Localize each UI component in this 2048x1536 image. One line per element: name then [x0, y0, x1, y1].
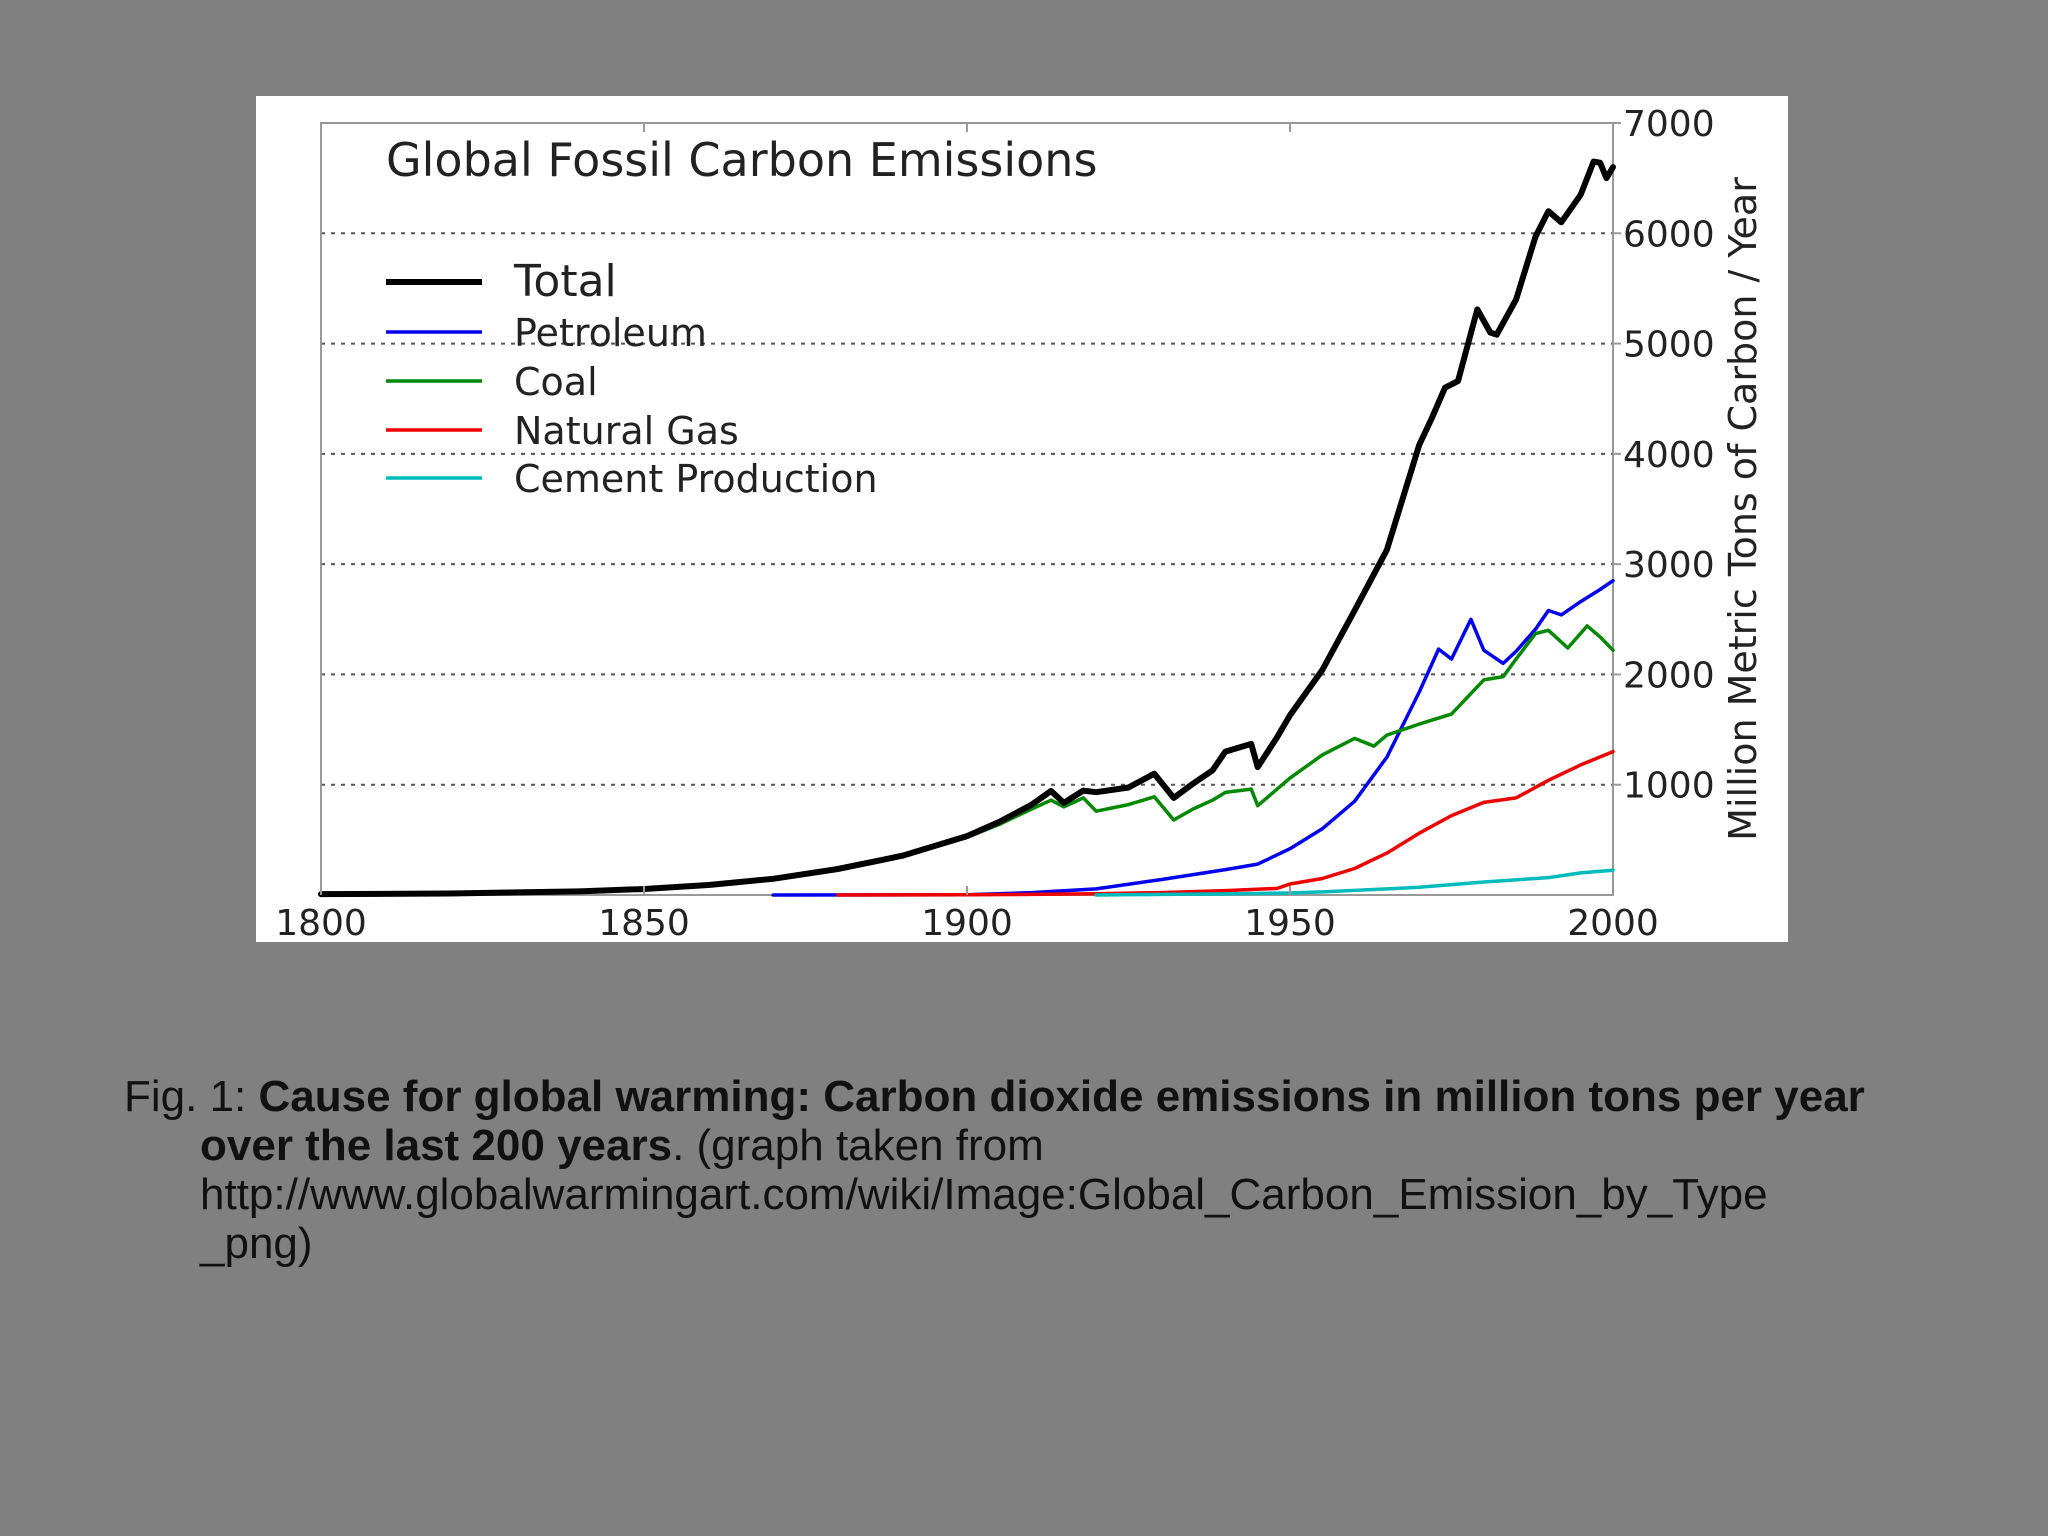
series-line-natural-gas [836, 749, 1615, 897]
y-tick-label: 7000 [1623, 104, 1715, 145]
y-tick-label: 5000 [1623, 325, 1715, 366]
x-tick-label: 1850 [598, 903, 690, 942]
x-tick-label: 1900 [921, 903, 1013, 942]
series-line-petroleum [771, 578, 1615, 897]
caption-source-url-line-1: http://www.globalwarmingart.com/wiki/Ima… [200, 1170, 1768, 1219]
y-tick-label: 1000 [1623, 766, 1715, 807]
y-axis-label: Million Metric Tons of Carbon / Year [1721, 177, 1765, 841]
caption-bold-line-1: Cause for global warming: Carbon dioxide… [258, 1072, 1865, 1121]
emissions-chart: 1000 2000 3000 4000 5000 6000 7000 1800 1850 1900… [275, 104, 1765, 942]
legend-label-coal: Coal [514, 360, 598, 404]
legend-label-natural-gas: Natural Gas [514, 409, 739, 453]
y-tick-label: 3000 [1623, 545, 1715, 586]
tick-layer: 1000 2000 3000 4000 5000 6000 7000 1800 1850 1900… [275, 104, 1714, 942]
caption-line-2: over the last 200 years. (graph taken fr… [124, 1121, 1924, 1170]
y-tick-label: 4000 [1623, 435, 1715, 476]
x-tick-label: 1950 [1244, 903, 1336, 942]
series-layer [318, 158, 1616, 898]
series-line-coal [319, 624, 1615, 896]
series-line-cement-production [1094, 868, 1615, 897]
legend-label-petroleum: Petroleum [514, 311, 707, 355]
chart-panel: 1000 2000 3000 4000 5000 6000 7000 1800 1850 1900… [256, 96, 1788, 942]
caption-source-intro: . (graph taken from [672, 1121, 1044, 1170]
plot-frame [320, 122, 1614, 896]
legend-label-total: Total [513, 256, 617, 307]
caption-bold-line-2: over the last 200 years [200, 1121, 673, 1170]
chart-title: Global Fossil Carbon Emissions [386, 133, 1097, 187]
x-tick-label: 2000 [1567, 903, 1659, 942]
legend-label-cement-production: Cement Production [514, 457, 878, 501]
caption-source-url-line-2: _png) [200, 1219, 313, 1268]
y-tick-label: 6000 [1623, 214, 1715, 255]
series-line-total [318, 158, 1616, 898]
caption-line-1: Fig. 1: Cause for global warming: Carbon… [124, 1072, 1924, 1121]
caption-prefix: Fig. 1: [124, 1072, 259, 1121]
x-tick-label: 1800 [275, 903, 367, 942]
figure-caption: Fig. 1: Cause for global warming: Carbon… [124, 1072, 1924, 1268]
y-tick-label: 2000 [1623, 655, 1715, 696]
